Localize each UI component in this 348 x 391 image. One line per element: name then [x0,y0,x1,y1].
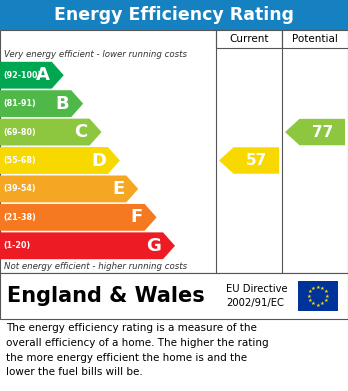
Text: ★: ★ [307,294,311,298]
Text: ★: ★ [320,301,325,306]
Text: C: C [74,123,88,141]
Text: F: F [130,208,143,226]
Text: (21-38): (21-38) [3,213,36,222]
Text: (55-68): (55-68) [3,156,36,165]
Text: E: E [112,180,124,198]
Text: (1-20): (1-20) [3,241,30,250]
Text: The energy efficiency rating is a measure of the
overall efficiency of a home. T: The energy efficiency rating is a measur… [6,323,269,377]
Text: Current: Current [229,34,269,44]
Polygon shape [0,62,64,89]
Polygon shape [0,90,83,117]
Text: ★: ★ [323,289,328,294]
Text: Potential: Potential [292,34,338,44]
Bar [0,30,348,273]
Text: Not energy efficient - higher running costs: Not energy efficient - higher running co… [4,262,187,271]
Text: Energy Efficiency Rating: Energy Efficiency Rating [54,6,294,24]
Text: D: D [91,151,106,170]
Text: ★: ★ [311,286,316,291]
Text: ★: ★ [316,303,321,307]
Text: ★: ★ [316,285,321,289]
Text: ★: ★ [308,289,313,294]
Polygon shape [285,119,345,145]
Bar [216,30,282,48]
Bar [0,0,348,30]
Text: (92-100): (92-100) [3,71,41,80]
Polygon shape [0,176,138,203]
Text: B: B [56,95,69,113]
Polygon shape [0,147,120,174]
Polygon shape [219,147,279,174]
Text: ★: ★ [311,301,316,306]
Bar [0,273,348,319]
Polygon shape [0,118,102,145]
Text: Very energy efficient - lower running costs: Very energy efficient - lower running co… [4,50,187,59]
Text: A: A [36,66,50,84]
Text: England & Wales: England & Wales [7,286,205,306]
Text: G: G [146,237,161,255]
Polygon shape [0,232,175,259]
Text: ★: ★ [323,298,328,303]
Text: (69-80): (69-80) [3,127,36,136]
Bar [298,281,338,311]
Bar [282,30,348,48]
Text: (81-91): (81-91) [3,99,36,108]
Text: EU Directive
2002/91/EC: EU Directive 2002/91/EC [226,284,288,308]
Text: ★: ★ [308,298,313,303]
Text: 57: 57 [246,153,267,168]
Text: 77: 77 [312,125,333,140]
Polygon shape [0,204,157,231]
Text: ★: ★ [320,286,325,291]
Text: (39-54): (39-54) [3,185,35,194]
Text: ★: ★ [325,294,329,298]
